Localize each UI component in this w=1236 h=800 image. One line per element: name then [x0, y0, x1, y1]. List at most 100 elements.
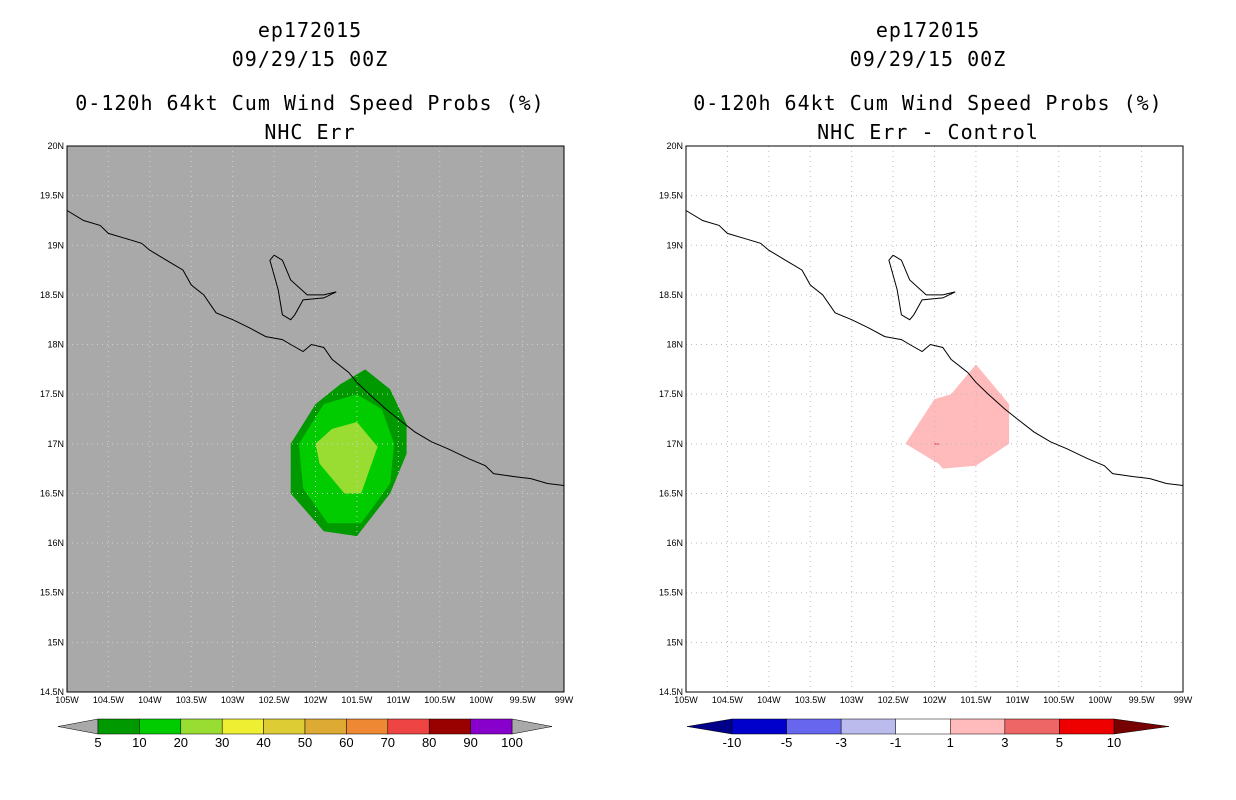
left-title-line4: NHC Err — [264, 120, 356, 144]
left-colorbar-label: 5 — [94, 735, 101, 750]
right-lat-label: 19N — [666, 240, 683, 250]
right-colorbar-swatch — [1059, 718, 1115, 735]
right-colorbar-label: -10 — [723, 735, 742, 750]
right-lat-label: 18N — [666, 340, 683, 350]
right-lon-label: 104W — [757, 695, 781, 705]
right-lon-label: 105W — [674, 695, 698, 705]
left-lon-label: 104.5W — [93, 695, 125, 705]
left-contour-20 — [315, 422, 378, 494]
right-reservoir-outline — [888, 254, 956, 321]
right-gridlines — [686, 146, 1183, 692]
left-lat-label: 19N — [47, 240, 64, 250]
left-lat-label: 17.5N — [40, 389, 64, 399]
right-colorbar-swatch — [895, 718, 951, 735]
right-colorbar-swatch — [786, 718, 842, 735]
left-map-panel: 20N 19.5N 19N 18.5N 18N 17.5N 17N 16.5N 16N 15.5N… — [40, 141, 574, 705]
left-colorbar-swatch — [304, 718, 347, 735]
left-lat-label: 18.5N — [40, 290, 64, 300]
left-colorbar-label: 20 — [174, 735, 188, 750]
right-colorbar-low-triangle — [686, 718, 733, 735]
left-lat-label: 15N — [47, 637, 64, 647]
right-lon-label: 100W — [1088, 695, 1112, 705]
left-colorbar-swatch — [221, 718, 264, 735]
right-colorbar-swatch — [731, 718, 787, 735]
right-colorbar-label: 1 — [947, 735, 954, 750]
left-colorbar-swatch — [180, 718, 223, 735]
right-lon-label: 102W — [923, 695, 947, 705]
right-lon-label: 99W — [1174, 695, 1193, 705]
right-colorbar-high-triangle — [1113, 718, 1170, 735]
left-title-line3: 0-120h 64kt Cum Wind Speed Probs (%) — [75, 91, 545, 115]
right-contour-1 — [905, 364, 1010, 469]
left-colorbar-swatch — [263, 718, 306, 735]
left-lon-label: 103.5W — [176, 695, 208, 705]
left-lat-label: 19.5N — [40, 191, 64, 201]
right-lat-label: 19.5N — [659, 191, 683, 201]
right-lon-label: 103W — [840, 695, 864, 705]
left-lat-label: 15.5N — [40, 588, 64, 598]
left-colorbar-swatch — [346, 718, 389, 735]
left-lat-label: 14.5N — [40, 687, 64, 697]
right-colorbar-label: -3 — [835, 735, 847, 750]
right-colorbar-label: -1 — [890, 735, 902, 750]
right-map-frame — [685, 145, 1184, 693]
left-colorbar-high-triangle — [511, 718, 553, 735]
left-lat-label: 17N — [47, 439, 64, 449]
left-colorbar-label: 50 — [298, 735, 312, 750]
right-lat-label: 20N — [666, 141, 683, 151]
right-title-line3: 0-120h 64kt Cum Wind Speed Probs (%) — [693, 91, 1163, 115]
right-lat-label: 15N — [666, 637, 683, 647]
left-lon-label: 104W — [138, 695, 162, 705]
left-title-line2: 09/29/15 00Z — [231, 47, 389, 71]
left-lon-label: 101W — [387, 695, 411, 705]
left-lat-label: 20N — [47, 141, 64, 151]
left-colorbar-label: 40 — [256, 735, 270, 750]
right-colorbar-swatch — [1004, 718, 1060, 735]
right-title-line2: 09/29/15 00Z — [849, 47, 1007, 71]
right-lon-label: 104.5W — [712, 695, 744, 705]
left-lon-label: 105W — [55, 695, 79, 705]
left-colorbar-label: 10 — [132, 735, 146, 750]
left-lon-label: 100.5W — [424, 695, 456, 705]
right-lat-label: 18.5N — [659, 290, 683, 300]
left-coastline — [66, 210, 565, 486]
right-colorbar-label: 10 — [1107, 735, 1121, 750]
right-lon-label: 101W — [1006, 695, 1030, 705]
right-colorbar-label: -5 — [781, 735, 793, 750]
left-lon-label: 101.5W — [341, 695, 373, 705]
right-lat-label: 14.5N — [659, 687, 683, 697]
right-lon-label: 100.5W — [1043, 695, 1075, 705]
left-colorbar: 5 10 20 30 40 50 60 70 80 90 100 — [57, 718, 553, 750]
left-gridlines — [67, 146, 564, 692]
left-colorbar-swatch — [428, 718, 471, 735]
left-colorbar-swatch — [97, 718, 140, 735]
right-title-line4: NHC Err - Control — [817, 120, 1039, 144]
left-lat-label: 18N — [47, 340, 64, 350]
right-colorbar-label: 3 — [1001, 735, 1008, 750]
left-lon-label: 99.5W — [510, 695, 537, 705]
left-colorbar-label: 60 — [339, 735, 353, 750]
left-colorbar-label: 30 — [215, 735, 229, 750]
right-lon-label: 103.5W — [795, 695, 827, 705]
left-lon-label: 99W — [555, 695, 574, 705]
left-lon-label: 100W — [469, 695, 493, 705]
right-lon-label: 102.5W — [878, 695, 910, 705]
left-map-frame — [66, 145, 565, 693]
right-map-panel: 20N 19.5N 19N 18.5N 18N 17.5N 17N 16.5N 16N 15.5N… — [659, 141, 1193, 705]
left-colorbar-label: 80 — [422, 735, 436, 750]
left-reservoir-outline — [269, 254, 337, 321]
right-title-line1: ep172015 — [875, 18, 981, 42]
left-title-line1: ep172015 — [257, 18, 363, 42]
left-colorbar-swatch — [387, 718, 430, 735]
left-lat-label: 16N — [47, 538, 64, 548]
right-lat-label: 16.5N — [659, 488, 683, 498]
right-lat-label: 17.5N — [659, 389, 683, 399]
left-colorbar-label: 90 — [463, 735, 477, 750]
right-colorbar-swatch — [950, 718, 1006, 735]
right-lat-label: 16N — [666, 538, 683, 548]
right-colorbar: -10 -5 -3 -1 1 3 5 10 — [686, 718, 1170, 750]
right-colorbar-swatch — [840, 718, 896, 735]
left-colorbar-label: 100 — [501, 735, 523, 750]
right-lat-label: 17N — [666, 439, 683, 449]
